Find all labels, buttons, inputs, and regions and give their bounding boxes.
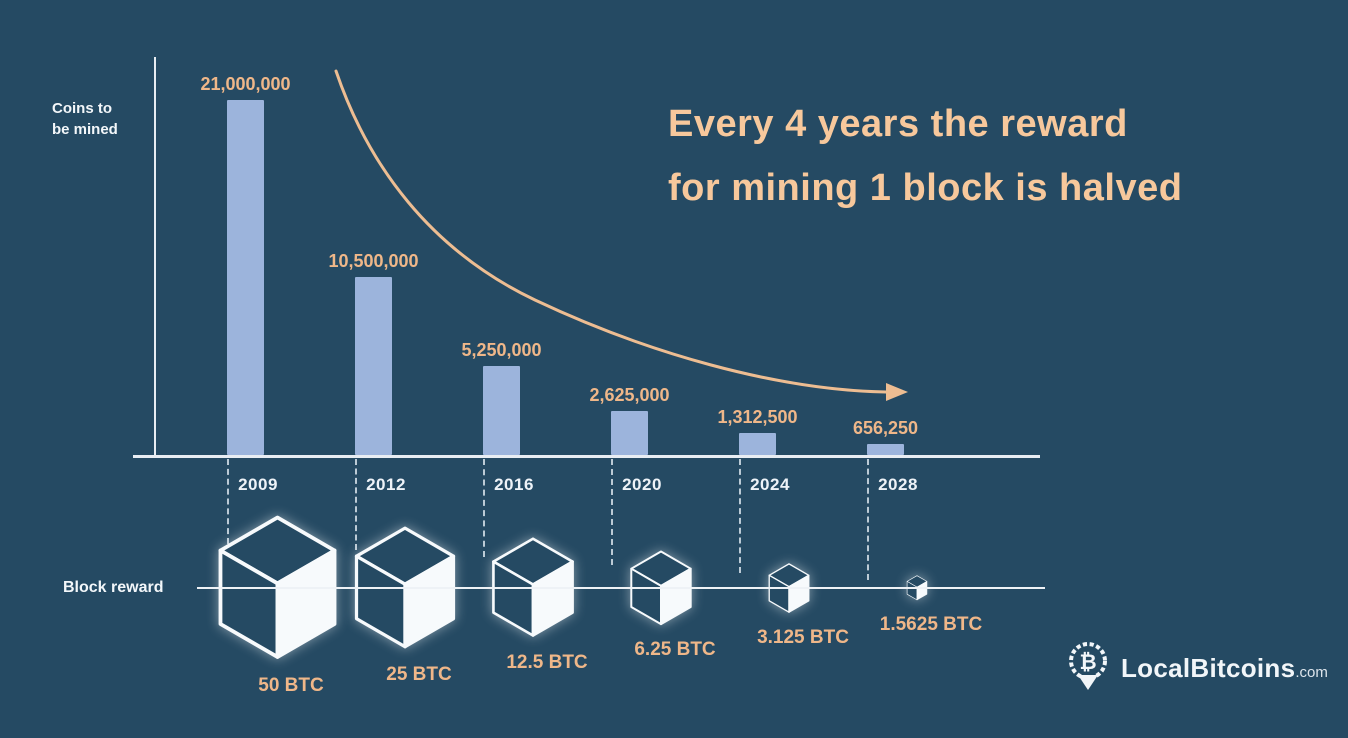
chart-title-line1: Every 4 years the reward: [668, 103, 1128, 145]
bar-2020: [611, 411, 648, 455]
bar-value-label: 656,250: [852, 418, 919, 438]
reward-cube-label: 6.25 BTC: [634, 639, 716, 660]
year-label: 2012: [366, 475, 406, 494]
year-label: 2028: [878, 475, 918, 494]
y-axis-line: [154, 57, 156, 455]
x-axis-line: [133, 455, 1040, 458]
halving-dash-line: [483, 459, 485, 557]
chart-title: Every 4 years the reward for mining 1 bl…: [668, 92, 1182, 220]
reward-cube-label: 1.5625 BTC: [879, 614, 983, 635]
bar-2024: [739, 433, 776, 455]
brand-tld: .com: [1295, 663, 1328, 681]
reward-cube-label: 3.125 BTC: [757, 627, 849, 648]
chart-title-line2: for mining 1 block is halved: [668, 167, 1183, 209]
year-label: 2020: [622, 475, 662, 494]
reward-cube: [906, 575, 928, 601]
bar-2012: [355, 277, 392, 455]
year-label: 2009: [238, 475, 278, 494]
bitcoin-pin-icon: ₿: [1069, 642, 1107, 690]
year-label: 2024: [750, 475, 790, 494]
coins-axis-label-line2: be mined: [52, 121, 118, 138]
bar-value-label: 1,312,500: [717, 407, 798, 427]
halving-dash-line: [227, 459, 229, 544]
reward-cube: [628, 550, 694, 627]
bar-2009: [227, 100, 264, 455]
halving-dash-line: [611, 459, 613, 565]
brand-text: LocalBitcoins.com: [1121, 653, 1328, 684]
coins-axis-label: Coins to be mined: [52, 98, 118, 140]
halving-dash-line: [867, 459, 869, 580]
brand-name: LocalBitcoins: [1121, 652, 1296, 683]
reward-cube: [214, 515, 341, 662]
bar-value-label: 10,500,000: [328, 251, 419, 271]
block-reward-line: [197, 587, 1045, 589]
reward-cube-label: 25 BTC: [386, 664, 452, 685]
reward-cube-label: 50 BTC: [258, 675, 324, 696]
halving-dash-line: [739, 459, 741, 573]
reward-cube-label: 12.5 BTC: [506, 652, 588, 673]
block-reward-label: Block reward: [63, 579, 164, 596]
coins-axis-label-line1: Coins to: [52, 100, 112, 117]
bar-2016: [483, 366, 520, 455]
reward-cube: [767, 562, 811, 614]
year-label: 2016: [494, 475, 534, 494]
bar-value-label: 21,000,000: [200, 74, 291, 94]
bar-2028: [867, 444, 904, 455]
svg-text:₿: ₿: [1079, 651, 1096, 674]
reward-cube: [351, 526, 459, 651]
reward-cube: [489, 537, 577, 639]
halving-dash-line: [355, 459, 357, 550]
bar-value-label: 5,250,000: [461, 340, 542, 360]
localbitcoins-logo: ₿ LocalBitcoins.com: [1063, 638, 1328, 698]
bar-value-label: 2,625,000: [589, 385, 670, 405]
